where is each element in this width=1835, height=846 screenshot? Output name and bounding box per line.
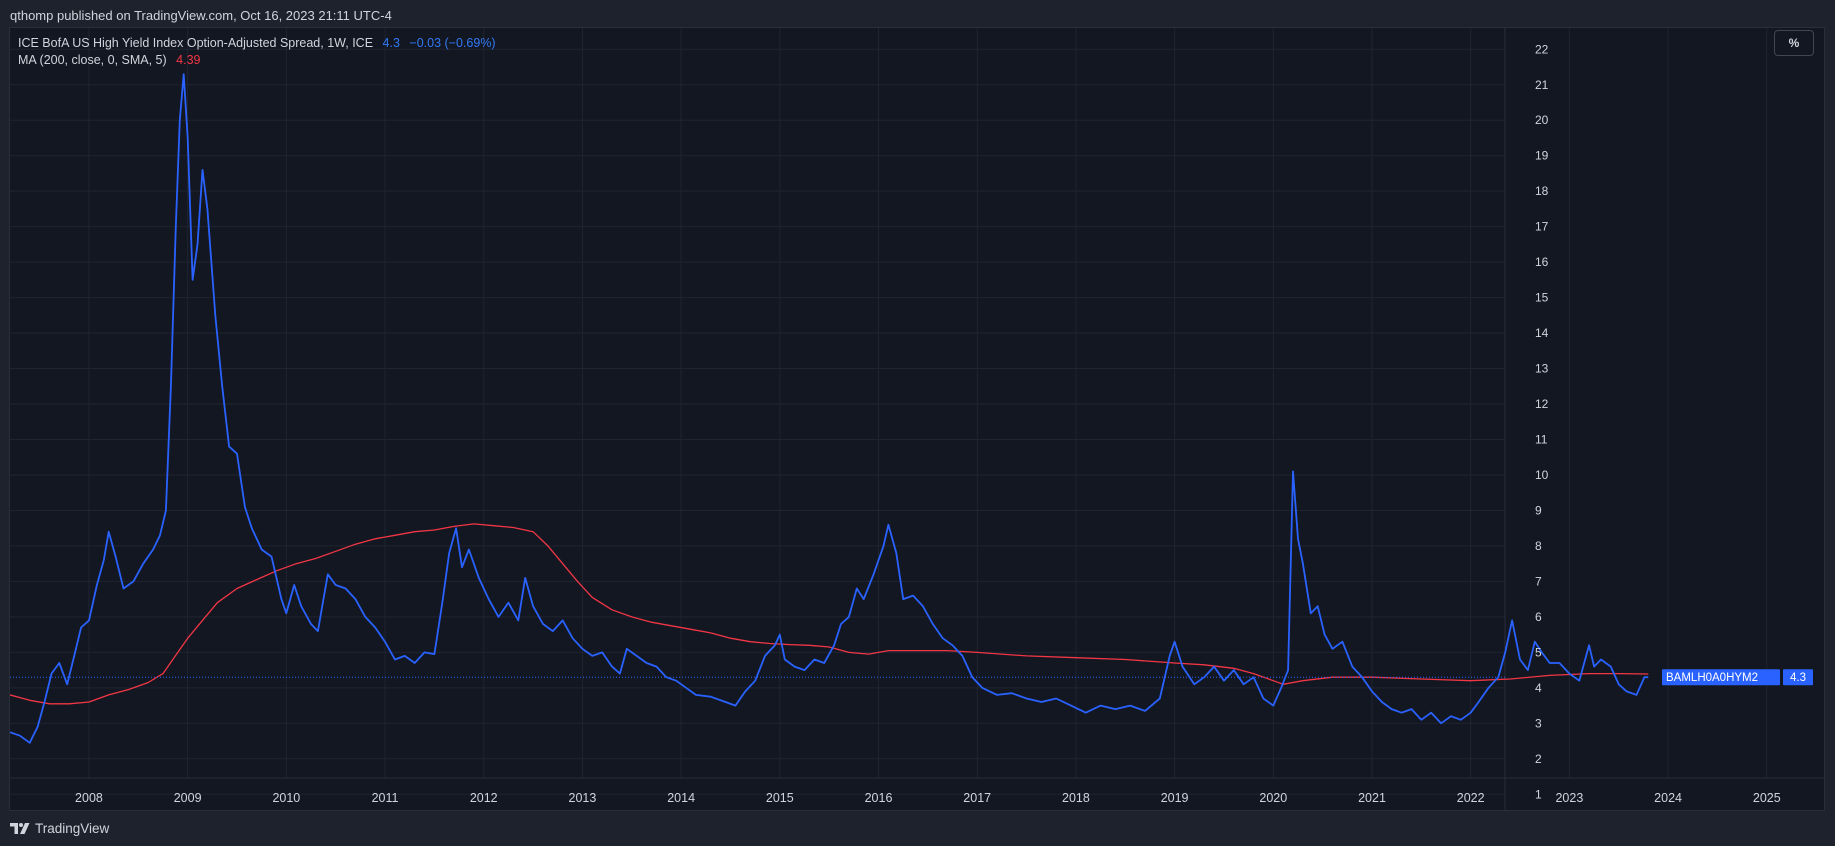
y-tick-label: 5 bbox=[1535, 645, 1542, 659]
y-tick-label: 18 bbox=[1535, 184, 1549, 198]
symbol-tag-text: BAMLH0A0HYM2 bbox=[1666, 672, 1758, 684]
legend-series-title: ICE BofA US High Yield Index Option-Adju… bbox=[18, 36, 374, 50]
spread-line bbox=[10, 73, 1649, 744]
x-tick-label: 2025 bbox=[1753, 791, 1781, 805]
x-tick-label: 2015 bbox=[766, 791, 794, 805]
y-tick-label: 22 bbox=[1535, 42, 1549, 56]
y-tick-label: 3 bbox=[1535, 716, 1542, 730]
x-tick-label: 2021 bbox=[1358, 791, 1386, 805]
last-price-label: BAMLH0A0HYM2 4.3 bbox=[10, 669, 1813, 686]
chart-grid bbox=[10, 28, 1824, 810]
legend-ma-value: 4.39 bbox=[176, 53, 201, 67]
publish-info: qthomp published on TradingView.com, Oct… bbox=[10, 8, 392, 23]
value-tag-text: 4.3 bbox=[1790, 672, 1806, 684]
brand[interactable]: TradingView bbox=[10, 821, 109, 836]
y-tick-label: 1 bbox=[1535, 787, 1542, 801]
x-tick-label: 2016 bbox=[865, 791, 893, 805]
x-tick-label: 2012 bbox=[470, 791, 498, 805]
symbol-tag bbox=[1662, 669, 1780, 686]
x-tick-label: 2020 bbox=[1259, 791, 1287, 805]
y-tick-label: 17 bbox=[1535, 220, 1549, 234]
y-tick-label: 11 bbox=[1535, 433, 1548, 447]
x-tick-label: 2018 bbox=[1062, 791, 1090, 805]
y-tick-label: 6 bbox=[1535, 610, 1542, 624]
x-tick-label: 2017 bbox=[963, 791, 991, 805]
legend-main-series[interactable]: ICE BofA US High Yield Index Option-Adju… bbox=[18, 36, 496, 50]
x-tick-label: 2024 bbox=[1654, 791, 1682, 805]
header-bar: qthomp published on TradingView.com, Oct… bbox=[0, 0, 1835, 27]
ma-series bbox=[10, 523, 1649, 705]
x-tick-label: 2019 bbox=[1161, 791, 1189, 805]
y-tick-label: 13 bbox=[1535, 362, 1549, 376]
legend-series-value: 4.3 bbox=[382, 36, 400, 50]
y-tick-label: 14 bbox=[1535, 326, 1549, 340]
legend-ma-series[interactable]: MA (200, close, 0, SMA, 5) 4.39 bbox=[18, 53, 201, 67]
x-tick-label: 2009 bbox=[174, 791, 202, 805]
x-tick-label: 2008 bbox=[75, 791, 103, 805]
y-tick-label: 4 bbox=[1535, 681, 1542, 695]
x-tick-label: 2011 bbox=[372, 791, 399, 805]
y-tick-label: 21 bbox=[1535, 78, 1549, 92]
tradingview-logo-icon bbox=[10, 822, 30, 834]
y-tick-label: 12 bbox=[1535, 397, 1549, 411]
y-tick-label: 8 bbox=[1535, 539, 1542, 553]
x-tick-label: 2022 bbox=[1457, 791, 1485, 805]
y-tick-label: 7 bbox=[1535, 574, 1542, 588]
x-tick-label: 2013 bbox=[569, 791, 597, 805]
y-tick-label: 9 bbox=[1535, 503, 1542, 517]
y-tick-label: 15 bbox=[1535, 291, 1549, 305]
brand-name: TradingView bbox=[35, 821, 110, 836]
x-tick-label: 2010 bbox=[272, 791, 300, 805]
x-axis[interactable]: 2008 2009 2010 2011 2012 2013 2014 2015 2016 2017… bbox=[75, 791, 1781, 805]
y-tick-label: 10 bbox=[1535, 468, 1549, 482]
percent-scale-button[interactable]: % bbox=[1774, 30, 1814, 56]
spread-series bbox=[10, 73, 1649, 744]
x-tick-label: 2014 bbox=[667, 791, 695, 805]
x-tick-label: 2023 bbox=[1555, 791, 1583, 805]
y-tick-label: 2 bbox=[1535, 752, 1542, 766]
legend-ma-title: MA (200, close, 0, SMA, 5) bbox=[18, 53, 167, 67]
legend-series-change: −0.03 (−0.69%) bbox=[409, 36, 496, 50]
y-tick-label: 19 bbox=[1535, 149, 1549, 163]
y-tick-label: 16 bbox=[1535, 255, 1549, 269]
chart-area[interactable]: 1 2 3 4 5 6 7 8 9 10 11 12 13 14 15 16 17 18 19 20 21 22 2008… bbox=[9, 27, 1825, 811]
y-tick-label: 20 bbox=[1535, 113, 1549, 127]
footer-bar: TradingView bbox=[0, 811, 1835, 846]
ma-line bbox=[10, 523, 1649, 705]
value-tag bbox=[1783, 669, 1813, 686]
